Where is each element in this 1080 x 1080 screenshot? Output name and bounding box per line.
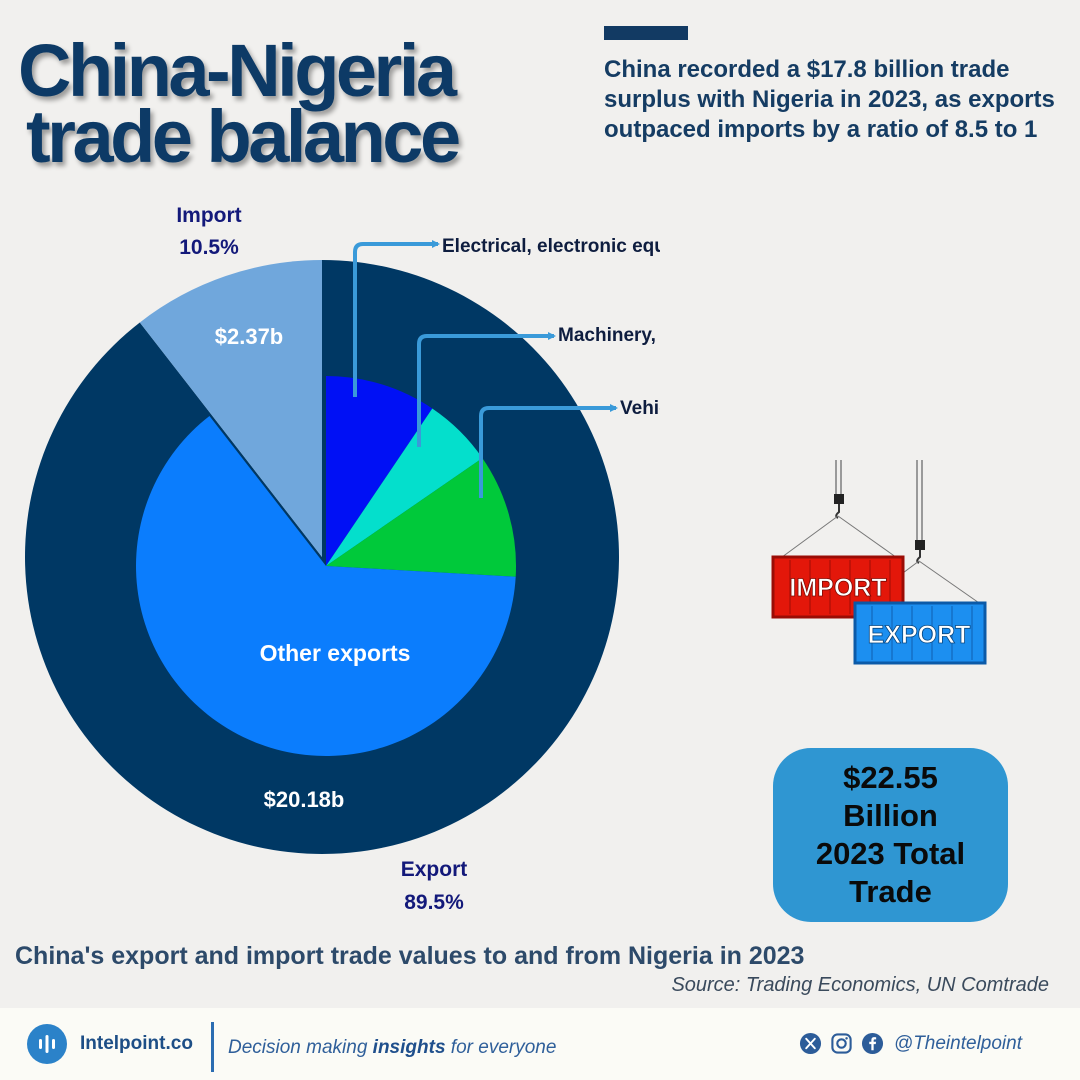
instagram-icon[interactable]	[830, 1032, 853, 1055]
total-value: $22.55	[843, 760, 938, 795]
slice-import	[139, 260, 322, 557]
facebook-icon[interactable]	[861, 1032, 884, 1055]
arrow-machinery	[417, 332, 556, 447]
brand-name[interactable]: Intelpoint.co	[80, 1033, 193, 1054]
machinery-label: Machinery, nuclear reactors, boilers ($1…	[558, 325, 660, 346]
social-links: @Theintelpoint	[799, 1032, 1022, 1055]
export-value-label: $20.18b	[264, 787, 345, 812]
inner-slice-vehicles-other-than-railway-tramway	[326, 458, 517, 577]
total-trade-box: $22.55 Billion 2023 Total Trade	[773, 748, 1008, 922]
inner-slice-electrical-electronic-equipments	[326, 376, 433, 566]
brand-logo-icon[interactable]	[27, 1024, 67, 1064]
total-unit: Billion	[843, 798, 938, 833]
import-container-label: IMPORT	[789, 574, 886, 602]
arrow-vehicles	[479, 404, 618, 498]
slice-export	[25, 260, 620, 854]
shipping-containers-illustration: IMPORT EXPORT	[771, 460, 987, 665]
tagline-start: Decision making	[228, 1037, 373, 1058]
source-note: Source: Trading Economics, UN Comtrade	[671, 974, 1049, 996]
total-metric: Trade	[849, 874, 932, 909]
inner-slice-other-exports	[136, 415, 516, 756]
x-icon[interactable]	[799, 1032, 822, 1055]
import-container: IMPORT	[771, 555, 905, 619]
page-title: China-Nigeria trade balance	[18, 29, 461, 178]
tagline: Decision making insights for everyone	[228, 1037, 556, 1059]
export-percent-label: 89.5%	[404, 891, 464, 914]
footer-divider	[211, 1022, 214, 1072]
export-container: EXPORT	[853, 601, 987, 665]
annotation-arrows	[353, 240, 618, 498]
vehicles-label: Vehicles other than railway, tramway ($2…	[620, 398, 660, 419]
subtitle: China recorded a $17.8 billion trade sur…	[604, 56, 1055, 143]
title-line-2: trade balance	[26, 95, 461, 178]
tagline-emphasis: insights	[372, 1037, 446, 1058]
donut-chart: Import 10.5% $2.37b $20.18b Export 89.5%…	[25, 204, 660, 914]
accent-bar	[604, 26, 688, 40]
footer: Intelpoint.co Decision making insights f…	[0, 1008, 1080, 1080]
inner-pie	[136, 376, 517, 756]
other-exports-label: Other exports	[260, 640, 411, 666]
import-value-label: $2.37b	[215, 324, 284, 349]
title-line-1: China-Nigeria	[18, 29, 457, 112]
social-handle[interactable]: @Theintelpoint	[893, 1032, 1022, 1054]
outer-ring	[25, 260, 620, 854]
tagline-end: for everyone	[445, 1037, 557, 1058]
arrow-electrical	[353, 240, 440, 397]
export-container-label: EXPORT	[868, 621, 971, 649]
electrical-label: Electrical, electronic equipments ($2.13…	[442, 236, 660, 257]
crane-hook-left	[777, 460, 901, 561]
inner-slice-machinery-nuclear-reactors-boilers	[326, 408, 483, 566]
export-name-label: Export	[401, 858, 468, 881]
import-name-label: Import	[176, 204, 241, 227]
total-period: 2023 Total	[815, 836, 966, 871]
import-percent-label: 10.5%	[179, 236, 239, 259]
chart-caption: China's export and import trade values t…	[15, 942, 805, 970]
